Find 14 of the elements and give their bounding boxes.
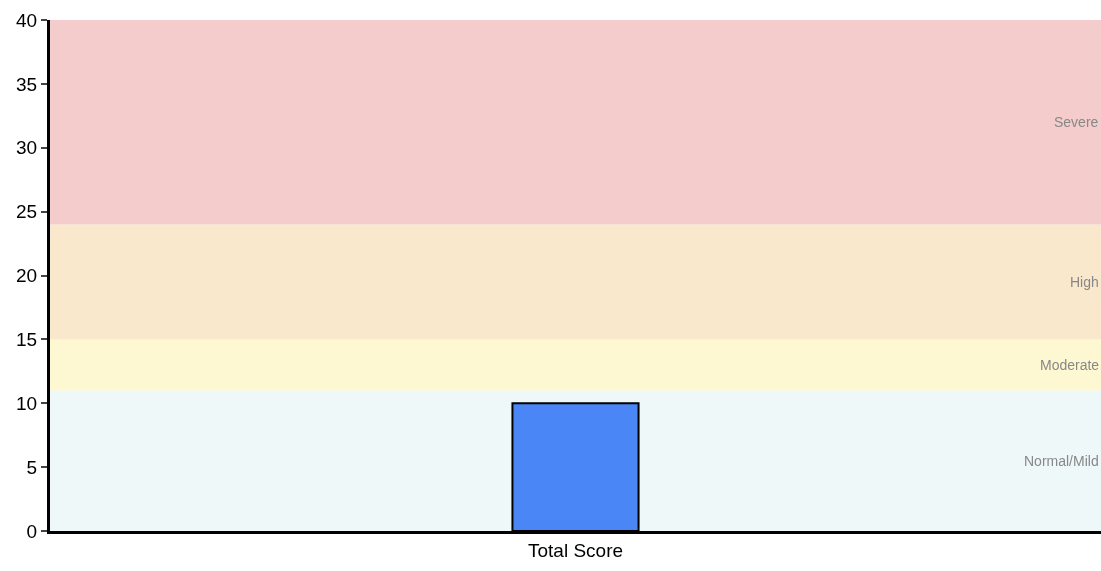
y-tick-label: 10 xyxy=(16,392,38,414)
band-label: High xyxy=(1070,274,1099,290)
x-tick-label: Total Score xyxy=(527,539,624,561)
y-tick-label: 15 xyxy=(16,329,38,351)
band-label: Moderate xyxy=(1040,357,1100,373)
y-tick-label: 5 xyxy=(26,456,38,478)
y-tick-label: 35 xyxy=(16,73,38,95)
y-tick-label: 40 xyxy=(16,9,38,31)
y-tick-label: 30 xyxy=(16,137,38,159)
band-label: Normal/Mild xyxy=(1024,453,1099,469)
band-label: Severe xyxy=(1054,114,1099,130)
y-tick-label: 0 xyxy=(26,520,38,542)
y-tick-label: 25 xyxy=(16,201,38,223)
y-tick-label: 20 xyxy=(16,265,38,287)
